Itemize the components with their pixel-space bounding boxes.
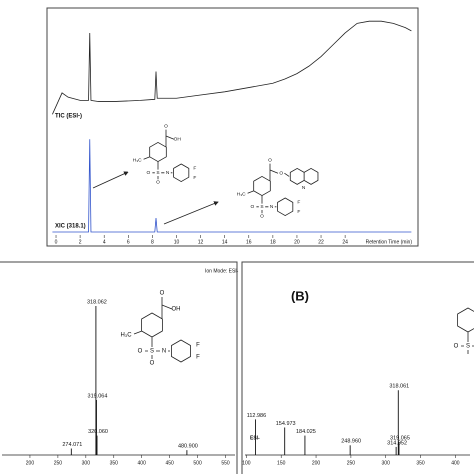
x-tick-label: 24 <box>342 239 348 245</box>
mode-label: Ion Mode: ESI- <box>205 268 239 274</box>
x-tick-label: 200 <box>26 460 35 466</box>
structure-label: S <box>150 349 154 355</box>
structure-label: O <box>156 180 160 186</box>
peak-label: 274.071 <box>62 442 82 448</box>
structure-label: N <box>162 349 166 355</box>
structure-label: O <box>268 158 272 164</box>
trace-label: XIC (318.1) <box>55 224 86 230</box>
structure-label: O <box>160 291 165 297</box>
peak-label: 480.900 <box>178 444 198 450</box>
structure-label: N <box>166 170 170 176</box>
x-tick-label: 8 <box>151 239 154 245</box>
plot-layer: TIC (ESI-)0 2 4 6 8 10 12 14 16 18 20 22 24 Retention… <box>2 20 474 466</box>
structure-label: OH <box>174 136 182 142</box>
trace <box>52 139 412 233</box>
structure-label: O <box>251 204 255 210</box>
peak-label: 319.064 <box>88 393 108 399</box>
x-tick-label: 18 <box>270 239 276 245</box>
spectrum-b-frame <box>241 261 474 474</box>
peak-label: 112.986 <box>247 413 266 419</box>
x-tick-label: 300 <box>382 460 391 466</box>
x-tick-label: 22 <box>318 239 324 245</box>
structure-label: O <box>454 344 459 350</box>
structure-label: H₃C <box>237 191 246 197</box>
x-tick-label: 450 <box>165 460 174 466</box>
structure-label: F <box>196 343 200 349</box>
structure-label: F <box>193 165 196 171</box>
x-tick-label: 12 <box>198 239 204 245</box>
peak-label: 318.062 <box>87 300 107 306</box>
peak-label: 318.061 <box>389 384 409 390</box>
x-tick-label: 300 <box>82 460 91 466</box>
structure-label: H₃C <box>133 157 142 163</box>
structure-label: O <box>164 124 168 130</box>
structure-label: S <box>156 170 159 176</box>
panel-title: (B) <box>291 288 309 303</box>
peak-label: 319.065 <box>390 436 410 442</box>
structure-bonds <box>143 129 190 183</box>
x-tick-label: 350 <box>110 460 119 466</box>
arrow <box>163 201 219 225</box>
structure-label: F <box>196 355 200 361</box>
structure-label: OH <box>172 307 181 313</box>
structure-label: F <box>297 209 300 215</box>
structure-label: O <box>260 214 264 220</box>
x-tick-label: 150 <box>277 460 286 466</box>
structure-label: H₃C <box>120 333 132 339</box>
x-tick-label: 4 <box>103 239 106 245</box>
trace-label: TIC (ESI-) <box>55 114 82 120</box>
structure-label: O <box>279 170 283 176</box>
peak-label: 184.025 <box>296 429 316 435</box>
structure-label: F <box>297 199 300 205</box>
x-tick-label: 10 <box>174 239 180 245</box>
spectrum-a-frame <box>0 261 238 474</box>
structure-label: N <box>302 185 306 191</box>
x-tick-label: 550 <box>221 460 230 466</box>
x-axis-title: Retention Time (min) <box>366 239 413 245</box>
arrow <box>92 171 129 189</box>
peak-label: 248.960 <box>341 439 361 445</box>
x-tick-label: 6 <box>127 239 130 245</box>
x-tick-label: 250 <box>54 460 63 466</box>
x-tick-label: 0 <box>55 239 58 245</box>
structure-label: S <box>466 344 470 350</box>
peak-label: 320.060 <box>88 429 108 435</box>
structure-label: F <box>193 175 196 181</box>
structure-bonds <box>133 297 191 363</box>
peak-label: 154.973 <box>276 421 296 427</box>
structure-label: S <box>260 204 263 210</box>
structure-label: O <box>147 170 151 176</box>
x-tick-label: 20 <box>294 239 300 245</box>
structure-label: N <box>270 204 274 210</box>
chromatogram-frame <box>46 7 419 247</box>
structure-bonds <box>457 307 474 354</box>
x-tick-label: 250 <box>347 460 356 466</box>
peak-label: 314.952 <box>387 440 407 446</box>
x-tick-label: 400 <box>451 460 460 466</box>
x-tick-label: 500 <box>193 460 202 466</box>
x-tick-label: 350 <box>416 460 425 466</box>
x-tick-label: 400 <box>138 460 147 466</box>
structure-bonds <box>247 163 319 217</box>
x-tick-label: 2 <box>79 239 82 245</box>
x-tick-label: 200 <box>312 460 321 466</box>
structure-label: O <box>150 361 155 367</box>
x-tick-label: 100 <box>242 460 251 466</box>
x-tick-label: 14 <box>222 239 228 245</box>
trace <box>52 20 412 115</box>
x-tick-label: 16 <box>246 239 252 245</box>
mode-label: ESI- <box>250 435 260 441</box>
structure-label: O <box>138 349 143 355</box>
